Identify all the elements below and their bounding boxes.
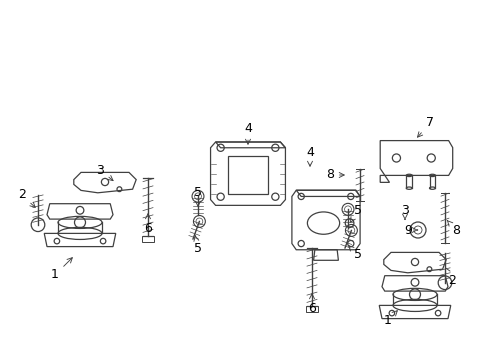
Text: 6: 6 [307, 294, 315, 315]
Text: 8: 8 [325, 168, 344, 181]
Bar [305, 306, 317, 312]
Text: 1: 1 [51, 258, 72, 282]
Text: 2: 2 [445, 268, 455, 287]
Bar [227, 156, 267, 194]
Text: 3: 3 [400, 203, 408, 219]
Text: 5: 5 [348, 246, 361, 261]
Text: 4: 4 [305, 145, 313, 166]
Text: 5: 5 [194, 236, 202, 255]
Text: 2: 2 [18, 189, 35, 207]
Text: 7: 7 [417, 117, 433, 137]
Bar [142, 236, 154, 242]
Text: 5: 5 [194, 186, 202, 206]
Text: 4: 4 [244, 122, 251, 144]
Text: 3: 3 [96, 163, 113, 181]
Text: 5: 5 [350, 203, 361, 222]
Text: 8: 8 [447, 220, 459, 237]
Text: 9: 9 [403, 224, 417, 237]
Text: 1: 1 [383, 311, 397, 327]
Text: 6: 6 [144, 214, 152, 234]
